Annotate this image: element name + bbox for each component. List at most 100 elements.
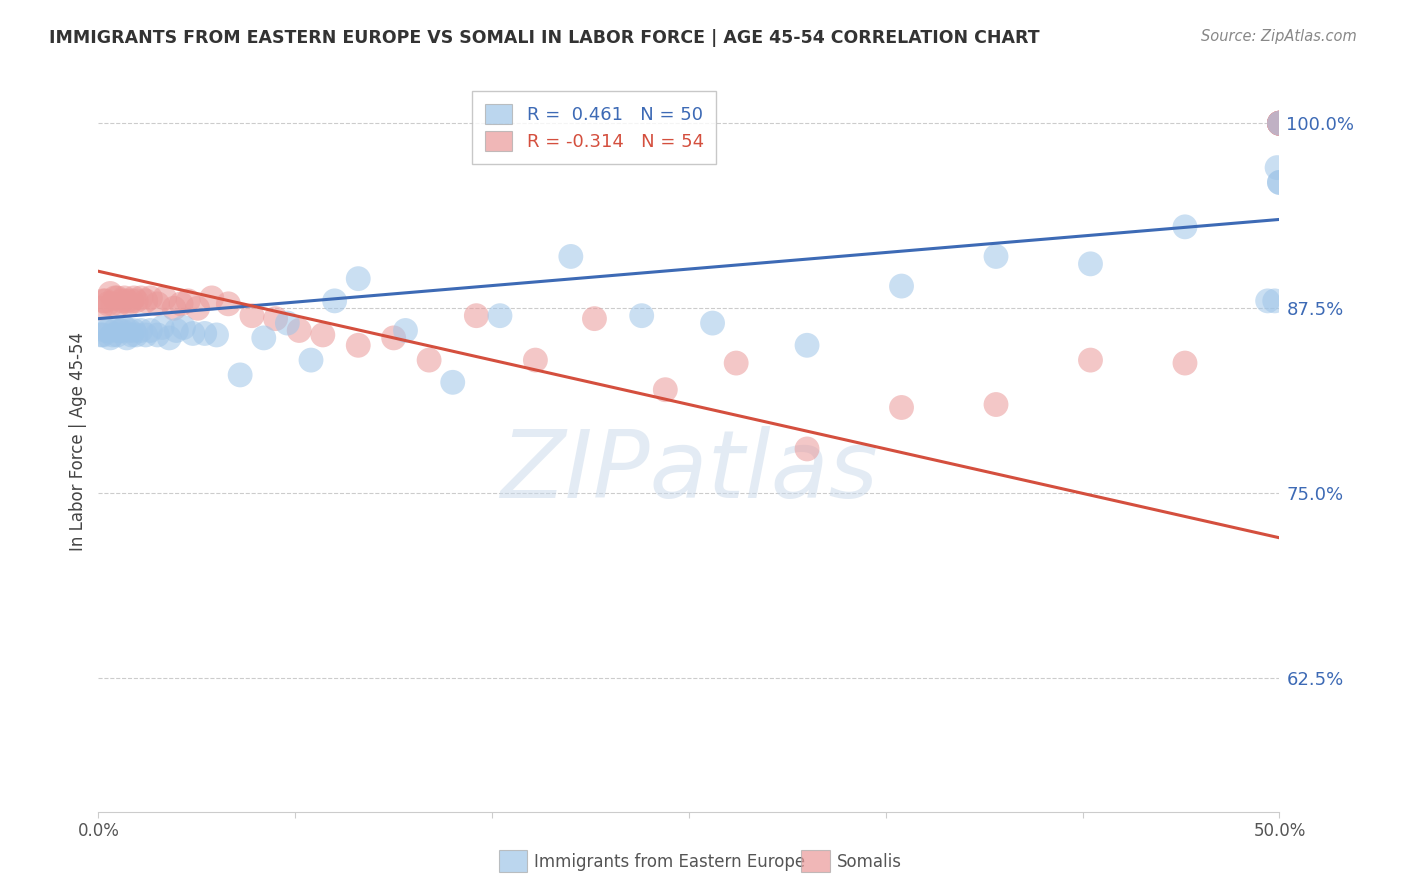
Point bbox=[112, 291, 135, 305]
Point bbox=[101, 297, 124, 311]
Point bbox=[984, 398, 1007, 412]
Point bbox=[1268, 116, 1291, 130]
Point bbox=[323, 293, 346, 308]
Point bbox=[984, 249, 1007, 264]
Point bbox=[796, 442, 818, 456]
Point bbox=[146, 327, 169, 342]
Point bbox=[112, 320, 135, 334]
Point bbox=[157, 331, 180, 345]
Text: Immigrants from Eastern Europe: Immigrants from Eastern Europe bbox=[534, 853, 806, 871]
Point bbox=[181, 326, 204, 341]
Point bbox=[108, 297, 131, 311]
Point bbox=[1080, 257, 1102, 271]
Text: ZIPatlas: ZIPatlas bbox=[501, 425, 877, 516]
Point bbox=[240, 309, 263, 323]
Point bbox=[90, 327, 112, 342]
Point bbox=[524, 353, 547, 368]
Point bbox=[122, 324, 145, 338]
Point bbox=[105, 291, 128, 305]
Point bbox=[1265, 161, 1288, 175]
Point bbox=[94, 293, 117, 308]
Point bbox=[1268, 116, 1291, 130]
Point bbox=[90, 301, 112, 316]
Point bbox=[205, 327, 228, 342]
Point bbox=[1257, 293, 1279, 308]
Point bbox=[118, 297, 141, 311]
Point bbox=[150, 320, 173, 334]
Point bbox=[94, 324, 117, 338]
Point bbox=[583, 311, 606, 326]
Point bbox=[165, 324, 187, 338]
Point bbox=[1174, 219, 1197, 234]
Point bbox=[1268, 116, 1291, 130]
Point bbox=[465, 309, 488, 323]
Point bbox=[98, 331, 121, 345]
Point bbox=[253, 331, 276, 345]
Point bbox=[125, 293, 148, 308]
Point bbox=[153, 291, 176, 305]
Point bbox=[187, 301, 209, 316]
Point bbox=[104, 291, 127, 305]
Point bbox=[796, 338, 818, 352]
Point bbox=[654, 383, 676, 397]
Point bbox=[1268, 116, 1291, 130]
Point bbox=[312, 327, 335, 342]
Text: Source: ZipAtlas.com: Source: ZipAtlas.com bbox=[1201, 29, 1357, 44]
Point bbox=[146, 297, 169, 311]
Point bbox=[418, 353, 440, 368]
Point bbox=[347, 271, 370, 285]
Point bbox=[172, 320, 194, 334]
Point bbox=[177, 293, 200, 308]
Point bbox=[1268, 116, 1291, 130]
Point bbox=[118, 324, 141, 338]
Point bbox=[201, 291, 224, 305]
Point bbox=[890, 401, 912, 415]
Point bbox=[91, 327, 114, 342]
Point bbox=[1268, 116, 1291, 130]
Point bbox=[1268, 116, 1291, 130]
Point bbox=[194, 326, 217, 341]
Point bbox=[91, 293, 114, 308]
Point bbox=[105, 327, 128, 342]
Point bbox=[129, 291, 152, 305]
Point bbox=[101, 327, 124, 342]
Point bbox=[111, 293, 134, 308]
Text: Somalis: Somalis bbox=[837, 853, 901, 871]
Point bbox=[115, 331, 138, 345]
Point bbox=[264, 311, 287, 326]
Point bbox=[890, 279, 912, 293]
Point bbox=[108, 324, 131, 338]
Point bbox=[560, 249, 582, 264]
Point bbox=[1080, 353, 1102, 368]
Point bbox=[489, 309, 512, 323]
Point bbox=[129, 324, 152, 338]
Point bbox=[111, 324, 134, 338]
Point bbox=[382, 331, 405, 345]
Point bbox=[394, 324, 416, 338]
Point bbox=[98, 286, 121, 301]
Point bbox=[135, 327, 157, 342]
Point bbox=[630, 309, 652, 323]
Point bbox=[121, 293, 143, 308]
Point bbox=[276, 316, 298, 330]
Point bbox=[135, 293, 157, 308]
Point bbox=[229, 368, 252, 382]
Point bbox=[163, 301, 186, 316]
Text: IMMIGRANTS FROM EASTERN EUROPE VS SOMALI IN LABOR FORCE | AGE 45-54 CORRELATION : IMMIGRANTS FROM EASTERN EUROPE VS SOMALI… bbox=[49, 29, 1040, 46]
Point bbox=[104, 324, 127, 338]
Point bbox=[1268, 116, 1291, 130]
Point bbox=[1268, 176, 1291, 190]
Point bbox=[299, 353, 322, 368]
Point bbox=[347, 338, 370, 352]
Point bbox=[115, 293, 138, 308]
Point bbox=[97, 297, 120, 311]
Point bbox=[1268, 116, 1291, 130]
Point bbox=[441, 376, 464, 390]
Point bbox=[1174, 356, 1197, 370]
Point bbox=[97, 324, 120, 338]
Point bbox=[1264, 293, 1286, 308]
Point bbox=[702, 316, 724, 330]
Point bbox=[1268, 116, 1291, 130]
Point bbox=[288, 324, 311, 338]
Point bbox=[122, 291, 145, 305]
